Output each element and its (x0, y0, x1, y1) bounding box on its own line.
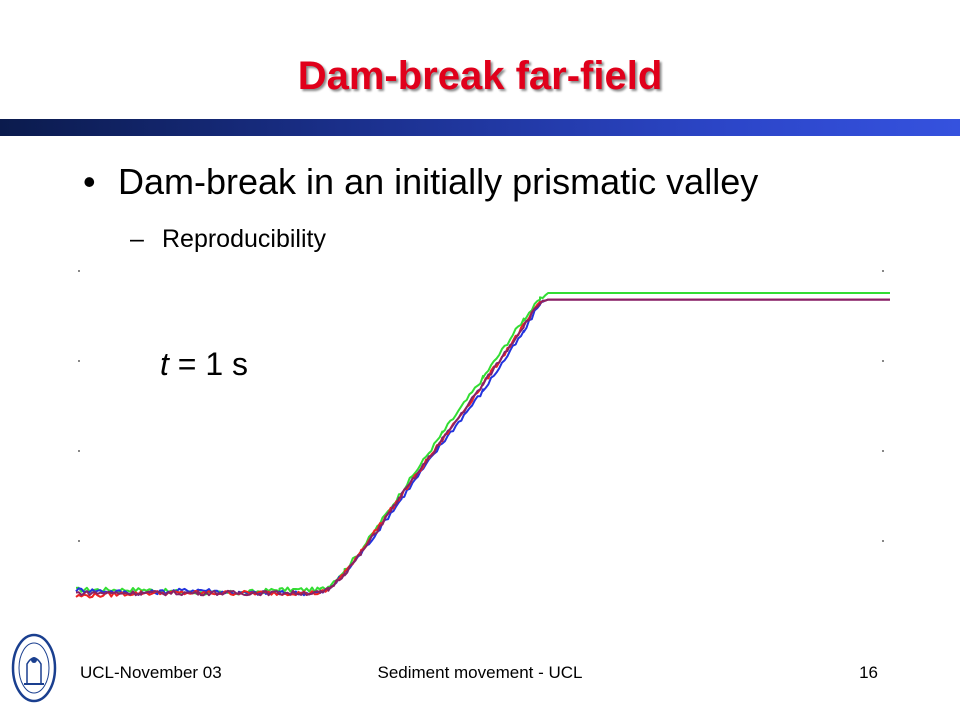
axis-tick-right (882, 360, 884, 362)
sub-bullet: – Reproducibility (130, 225, 326, 254)
axis-tick-right (882, 270, 884, 272)
slide-title: Dam-break far-field (297, 54, 663, 98)
axis-tick-left (78, 540, 80, 542)
time-annotation: t = 1 s (160, 346, 248, 383)
page-number: 16 (859, 663, 878, 682)
axis-tick-left (78, 450, 80, 452)
title-underline-bar (0, 119, 960, 136)
time-value: = 1 s (168, 346, 249, 382)
series-line-blue (75, 298, 890, 597)
series-line-green (75, 292, 890, 596)
sub-bullet-marker: – (130, 225, 144, 253)
profile-plot-svg (75, 270, 890, 599)
axis-tick-right (882, 540, 884, 542)
series-line-red (75, 298, 890, 599)
footer-date: UCL-November 03 (80, 663, 222, 682)
axis-tick-left (78, 360, 80, 362)
axis-tick-left (78, 270, 80, 272)
footer-title: Sediment movement - UCL (377, 663, 583, 682)
university-seal-icon (11, 633, 57, 703)
main-bullet-text: Dam-break in an initially prismatic vall… (118, 161, 759, 202)
series-line-purple (75, 298, 890, 597)
time-variable: t (160, 346, 169, 382)
sub-bullet-text: Reproducibility (162, 225, 326, 253)
profile-plot (70, 260, 890, 610)
bullet-marker: • (83, 161, 96, 202)
main-bullet: • Dam-break in an initially prismatic val… (83, 161, 758, 203)
axis-tick-right (882, 450, 884, 452)
